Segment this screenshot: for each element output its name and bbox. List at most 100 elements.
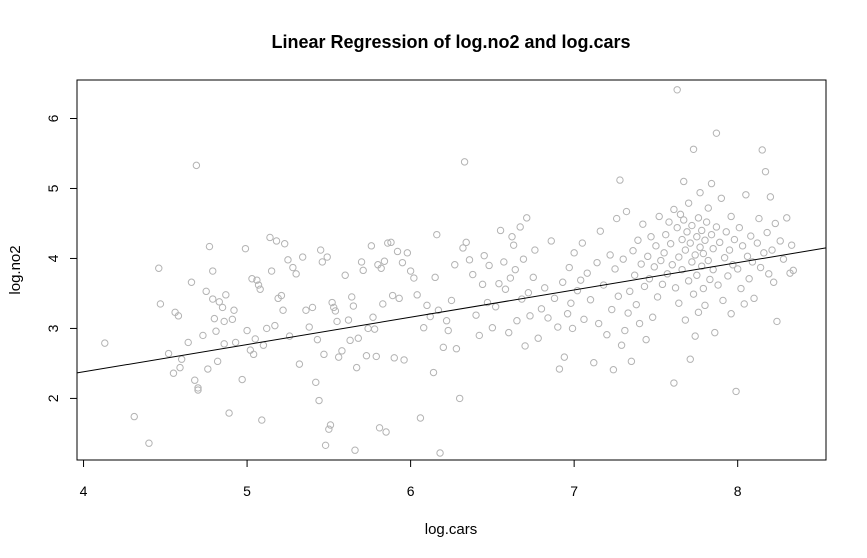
data-point — [537, 305, 546, 313]
data-point — [606, 251, 614, 259]
data-point — [459, 244, 467, 252]
data-point — [375, 424, 384, 432]
data-point — [701, 236, 709, 244]
data-point — [451, 261, 459, 269]
data-point — [670, 205, 678, 214]
data-point — [205, 242, 214, 251]
data-point — [691, 332, 699, 340]
data-point — [280, 240, 289, 248]
data-point — [565, 263, 573, 272]
data-point — [678, 265, 686, 274]
y-tick-label: 6 — [45, 114, 61, 122]
data-point — [506, 274, 515, 282]
data-point — [645, 275, 654, 283]
data-point — [316, 246, 325, 254]
data-point — [213, 357, 222, 366]
data-point — [675, 299, 683, 307]
data-point — [644, 252, 652, 261]
data-point — [684, 277, 693, 285]
data-point — [568, 324, 577, 333]
data-point — [184, 338, 192, 347]
data-point — [330, 303, 338, 312]
data-point — [318, 258, 327, 266]
data-point — [544, 314, 552, 322]
data-point — [704, 256, 712, 265]
data-point — [611, 265, 619, 273]
data-point — [748, 258, 757, 266]
data-point — [583, 269, 591, 277]
data-point — [680, 177, 688, 186]
data-point — [475, 331, 484, 340]
data-point — [334, 353, 343, 361]
data-point — [130, 412, 138, 421]
data-point — [352, 363, 361, 372]
data-point — [248, 275, 256, 283]
data-point — [658, 280, 667, 289]
data-point — [689, 145, 698, 153]
data-point — [696, 188, 704, 197]
data-point — [724, 272, 732, 280]
data-point — [212, 327, 220, 335]
data-point — [346, 336, 354, 345]
data-point — [732, 387, 740, 396]
data-point — [694, 308, 703, 317]
data-point — [230, 306, 238, 314]
data-point — [516, 223, 524, 231]
data-point — [763, 228, 771, 237]
data-point — [277, 291, 286, 300]
data-point — [599, 281, 608, 289]
data-point — [753, 239, 762, 247]
data-point — [686, 239, 694, 247]
data-point — [258, 416, 266, 424]
data-point — [590, 359, 598, 367]
data-point — [531, 246, 539, 254]
data-point — [333, 317, 341, 326]
data-point — [742, 191, 750, 199]
data-point — [406, 267, 415, 275]
data-point — [768, 246, 776, 254]
data-point — [429, 368, 438, 377]
data-point — [627, 357, 636, 366]
data-point — [730, 235, 739, 244]
data-point — [550, 294, 559, 303]
data-point — [238, 375, 246, 384]
data-point — [714, 281, 722, 289]
data-point — [678, 235, 686, 244]
data-point — [676, 210, 685, 219]
x-tick-label: 7 — [570, 483, 578, 499]
data-point — [642, 335, 650, 344]
data-point — [191, 376, 199, 384]
data-point — [465, 256, 474, 264]
data-point — [194, 384, 202, 392]
data-point — [662, 230, 670, 239]
data-point — [630, 271, 639, 279]
data-point — [629, 247, 637, 255]
data-point — [478, 280, 487, 289]
chart-title: Linear Regression of log.no2 and log.car… — [271, 32, 630, 52]
data-point — [423, 301, 431, 310]
data-point — [455, 394, 464, 403]
data-point — [665, 218, 673, 226]
data-point — [619, 255, 627, 263]
data-point — [469, 270, 477, 279]
data-point — [729, 261, 737, 269]
data-point — [308, 303, 317, 312]
data-point — [521, 342, 529, 350]
data-point — [462, 238, 470, 247]
data-point — [284, 256, 292, 264]
data-point — [765, 270, 773, 278]
data-point — [302, 306, 310, 314]
data-point — [670, 379, 678, 387]
data-point — [756, 263, 765, 272]
data-point — [295, 360, 304, 368]
data-point — [367, 242, 376, 250]
data-point — [192, 161, 201, 170]
data-point — [321, 441, 330, 450]
data-point — [769, 278, 778, 286]
data-point — [639, 220, 647, 228]
data-point — [699, 284, 708, 293]
data-point — [789, 266, 797, 275]
data-point — [398, 258, 407, 267]
data-point — [202, 287, 210, 296]
data-point — [626, 287, 634, 296]
